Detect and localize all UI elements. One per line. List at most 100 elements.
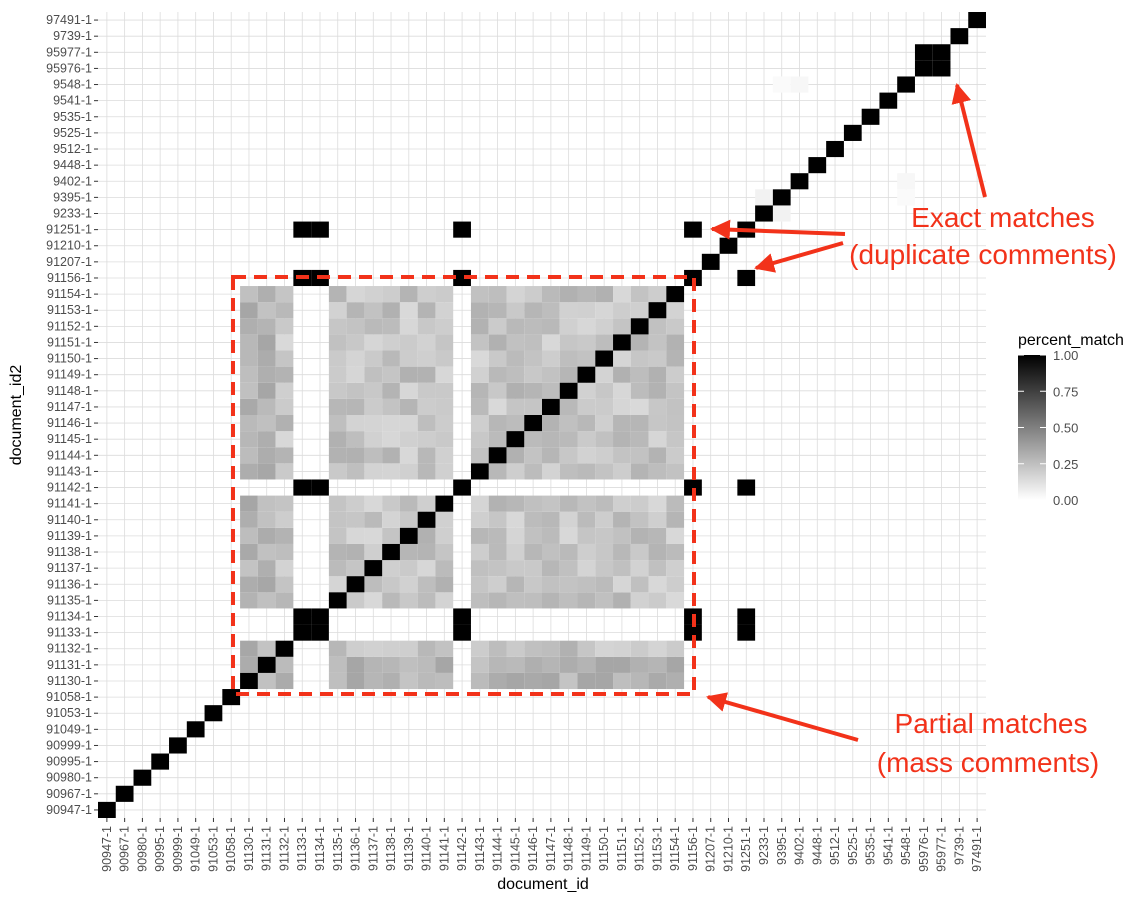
heatmap-cell-diagonal xyxy=(417,511,436,528)
heatmap-cell-partial xyxy=(470,672,489,690)
heatmap-cell-partial xyxy=(470,560,489,577)
heatmap-cell-partial xyxy=(559,415,578,432)
heatmap-cell-partial xyxy=(240,382,258,399)
heatmap-cell-partial xyxy=(577,672,596,690)
y-tick-label: 91146-1 xyxy=(47,416,92,430)
heatmap-cell-partial xyxy=(435,511,454,528)
heatmap-cell-diagonal xyxy=(719,237,738,254)
heatmap-cell-partial xyxy=(417,495,436,512)
heatmap-cell-partial xyxy=(630,560,649,577)
heatmap-cell-partial xyxy=(328,431,347,448)
heatmap-cell-partial xyxy=(257,382,276,399)
heatmap-cell-partial xyxy=(648,495,667,512)
heatmap-cell-partial xyxy=(328,560,347,577)
heatmap-cell-partial xyxy=(417,382,436,399)
heatmap-cell-diagonal xyxy=(506,431,525,448)
heatmap-cell-partial xyxy=(542,560,560,577)
y-tick-label: 91144-1 xyxy=(47,448,92,462)
heatmap-cell-partial xyxy=(648,543,667,561)
y-tick-label: 9739-1 xyxy=(53,29,92,43)
heatmap-cell-partial xyxy=(240,447,258,464)
heatmap-cell-faint xyxy=(772,76,791,93)
heatmap-cell-partial xyxy=(613,463,631,480)
heatmap-cell-diagonal xyxy=(897,76,915,93)
heatmap-cell-diagonal xyxy=(275,640,294,657)
heatmap-cell-diagonal xyxy=(577,366,596,383)
heatmap-cell-partial xyxy=(364,334,383,351)
y-tick-label: 91152-1 xyxy=(47,319,92,333)
heatmap-cell-partial xyxy=(275,576,294,593)
x-tick-label: 91138-1 xyxy=(384,826,398,871)
heatmap-cell-partial xyxy=(382,495,400,512)
heatmap-cell-partial xyxy=(595,527,614,544)
heatmap-cell-partial xyxy=(240,415,258,432)
heatmap-cell-partial xyxy=(613,495,631,512)
heatmap-cell-partial xyxy=(542,543,560,561)
heatmap-cell-partial xyxy=(613,511,631,528)
y-tick-label: 90980-1 xyxy=(46,771,92,785)
heatmap-cell-partial xyxy=(630,447,649,464)
heatmap-cell-partial xyxy=(240,495,258,512)
heatmap-cell-partial xyxy=(577,463,596,480)
heatmap-cell-partial xyxy=(435,543,454,561)
heatmap-cell-partial xyxy=(382,366,400,383)
x-tick-label: 9402-1 xyxy=(793,826,807,865)
heatmap-cell-partial xyxy=(417,447,436,464)
heatmap-cell-partial xyxy=(488,350,507,367)
heatmap-cell-partial xyxy=(595,576,614,593)
y-tick-label: 9448-1 xyxy=(53,158,92,172)
heatmap-cell-partial xyxy=(630,350,649,367)
heatmap-cell-partial xyxy=(240,576,258,593)
heatmap-cell-partial xyxy=(364,382,383,399)
heatmap-cell-partial xyxy=(648,334,667,351)
heatmap-cell-partial xyxy=(595,302,614,319)
heatmap-cell-partial xyxy=(630,640,649,657)
heatmap-cell-partial xyxy=(364,656,383,673)
heatmap-cell-partial xyxy=(417,286,436,303)
heatmap-cell-partial xyxy=(506,350,525,367)
x-tick-label: 91140-1 xyxy=(420,826,434,871)
heatmap-cell-diagonal xyxy=(826,140,844,158)
y-tick-label: 90999-1 xyxy=(46,738,92,752)
heatmap-cell-partial xyxy=(328,640,347,657)
heatmap-cell-partial xyxy=(666,415,685,432)
heatmap-cell-diagonal xyxy=(613,334,631,351)
heatmap-cell-diagonal xyxy=(684,269,702,287)
heatmap-cell-partial xyxy=(577,560,596,577)
heatmap-cell-exact xyxy=(684,221,702,238)
heatmap-cell-partial xyxy=(240,527,258,544)
heatmap-cell-partial xyxy=(417,334,436,351)
y-tick-label: 9541-1 xyxy=(53,94,92,108)
heatmap-cell-partial xyxy=(275,592,294,609)
y-tick-label: 91147-1 xyxy=(47,400,92,414)
y-tick-label: 91130-1 xyxy=(47,674,92,688)
heatmap-cell-partial xyxy=(257,415,276,432)
y-tick-label: 90995-1 xyxy=(46,755,92,769)
heatmap-cell-partial xyxy=(435,560,454,577)
heatmap-cell-partial xyxy=(488,366,507,383)
heatmap-cell-diagonal xyxy=(648,302,667,319)
heatmap-cell-partial xyxy=(382,286,400,303)
heatmap-cell-partial xyxy=(506,447,525,464)
heatmap-cell-partial xyxy=(275,382,294,399)
heatmap-cell-partial xyxy=(648,366,667,383)
heatmap-cell-partial xyxy=(435,527,454,544)
heatmap-cell-diagonal xyxy=(861,108,880,125)
heatmap-cell-partial xyxy=(559,366,578,383)
y-tick-label: 91145-1 xyxy=(47,432,92,446)
heatmap-cell-partial xyxy=(559,511,578,528)
heatmap-cell-partial xyxy=(346,286,365,303)
heatmap-cell-partial xyxy=(435,334,454,351)
heatmap-cell-diagonal xyxy=(595,350,614,367)
y-tick-label: 91207-1 xyxy=(46,255,92,269)
heatmap-cell-exact xyxy=(684,624,702,641)
heatmap-cell-partial xyxy=(470,366,489,383)
heatmap-cell-partial xyxy=(275,431,294,448)
heatmap-cell-partial xyxy=(275,350,294,367)
heatmap-cell-partial xyxy=(328,656,347,673)
heatmap-cell-partial xyxy=(506,463,525,480)
heatmap-cell-partial xyxy=(364,447,383,464)
x-tick-label: 9548-1 xyxy=(899,826,913,865)
heatmap-cell-partial xyxy=(488,463,507,480)
heatmap-cell-partial xyxy=(506,382,525,399)
